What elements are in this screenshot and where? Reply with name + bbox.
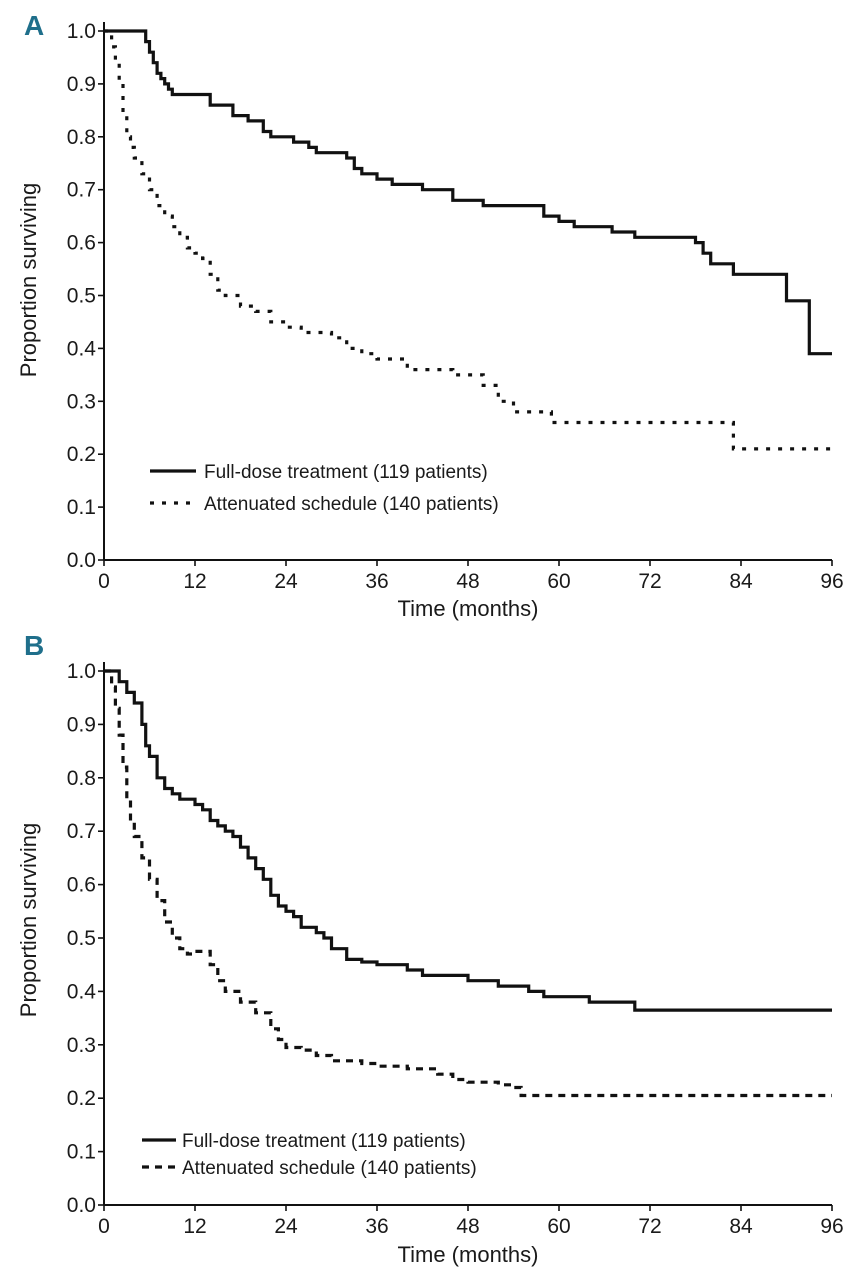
panel-b-xtick-label: 0 [98,1215,110,1238]
panel-b-curves [104,669,832,1098]
panel-a-legend: Full-dose treatment (119 patients) Atten… [150,462,499,515]
panel-a-ytick-label: 0.7 [67,179,96,202]
panel-b-ytick-label: 0.4 [67,980,97,1003]
panel-b-legend-label-full-dose: Full-dose treatment (119 patients) [182,1131,466,1152]
panel-a-ytick-label: 0.4 [67,337,97,360]
panel-a-legend-label-attenuated: Attenuated schedule (140 patients) [204,494,499,515]
panel-a-ytick-label: 0.2 [67,443,96,466]
panel-a-curves [104,29,832,451]
panel-a-legend-label-full-dose: Full-dose treatment (119 patients) [204,462,488,483]
panel-b-xticks: 0 12 24 36 48 60 72 84 96 [98,1205,844,1238]
panel-a-xtick-label: 60 [547,570,570,593]
panel-a-xtick-label: 36 [365,570,388,593]
panel-b-curve-attenuated [104,669,832,1098]
panel-b-ytick-label: 0.0 [67,1194,96,1217]
panel-b-xtick-label: 72 [638,1215,661,1238]
panel-a-xtick-label: 12 [183,570,206,593]
panel-b-xtick-label: 24 [274,1215,298,1238]
panel-b: B Proportion surviving Time (months) 0.0… [16,630,844,1267]
panel-b-legend: Full-dose treatment (119 patients) Atten… [142,1131,477,1179]
panel-b-yticks: 0.0 0.1 0.2 0.3 0.4 0.5 0.6 0.7 0.8 0.9 1.0 [67,660,104,1217]
panel-b-xtick-label: 96 [820,1215,843,1238]
panel-a-yticks: 0.0 0.1 0.2 0.3 0.4 0.5 0.6 0.7 0.8 0.9 1.0 [67,20,104,572]
panel-a-curve-attenuated [104,29,832,451]
panel-a-xtick-label: 0 [98,570,110,593]
panel-b-ytick-label: 0.3 [67,1034,96,1057]
panel-b-ytick-label: 0.7 [67,820,96,843]
panel-b-ytick-label: 0.8 [67,767,96,790]
panel-b-y-axis-label: Proportion surviving [16,823,41,1017]
panel-a-ytick-label: 1.0 [67,20,96,43]
panel-a-xtick-label: 84 [729,570,753,593]
panel-b-ytick-label: 0.9 [67,713,96,736]
panel-b-xtick-label: 12 [183,1215,206,1238]
panel-a-ytick-label: 0.8 [67,126,96,149]
panel-b-xtick-label: 36 [365,1215,388,1238]
panel-b-ytick-label: 0.1 [67,1141,96,1164]
panel-b-x-axis-label: Time (months) [398,1242,539,1267]
panel-b-letter: B [24,630,44,661]
panel-b-ytick-label: 0.6 [67,874,96,897]
panel-a-x-axis-label: Time (months) [398,596,539,621]
panel-b-legend-label-attenuated: Attenuated schedule (140 patients) [182,1158,477,1179]
panel-b-ytick-label: 0.2 [67,1087,96,1110]
panel-b-xtick-label: 48 [456,1215,479,1238]
panel-a-xtick-label: 96 [820,570,843,593]
panel-a-xtick-label: 24 [274,570,298,593]
panel-a-letter: A [24,10,44,41]
panel-a-y-axis-label: Proportion surviving [16,183,41,377]
panel-a-curve-full-dose [104,29,832,356]
panel-a-xtick-label: 72 [638,570,661,593]
panel-a-ytick-label: 0.9 [67,73,96,96]
panel-a: A Proportion surviving Time (months) 0.0… [16,10,844,621]
panel-a-xtick-label: 48 [456,570,479,593]
panel-b-xtick-label: 60 [547,1215,570,1238]
panel-b-ytick-label: 0.5 [67,927,96,950]
panel-b-curve-full-dose [104,669,832,1012]
panel-a-ytick-label: 0.1 [67,496,96,519]
panel-a-ytick-label: 0.0 [67,549,96,572]
panel-b-ytick-label: 1.0 [67,660,96,683]
panel-b-xtick-label: 84 [729,1215,753,1238]
panel-a-ytick-label: 0.3 [67,390,96,413]
panel-a-ytick-label: 0.5 [67,285,96,308]
panel-a-xticks: 0 12 24 36 48 60 72 84 96 [98,560,844,593]
panel-a-ytick-label: 0.6 [67,232,96,255]
